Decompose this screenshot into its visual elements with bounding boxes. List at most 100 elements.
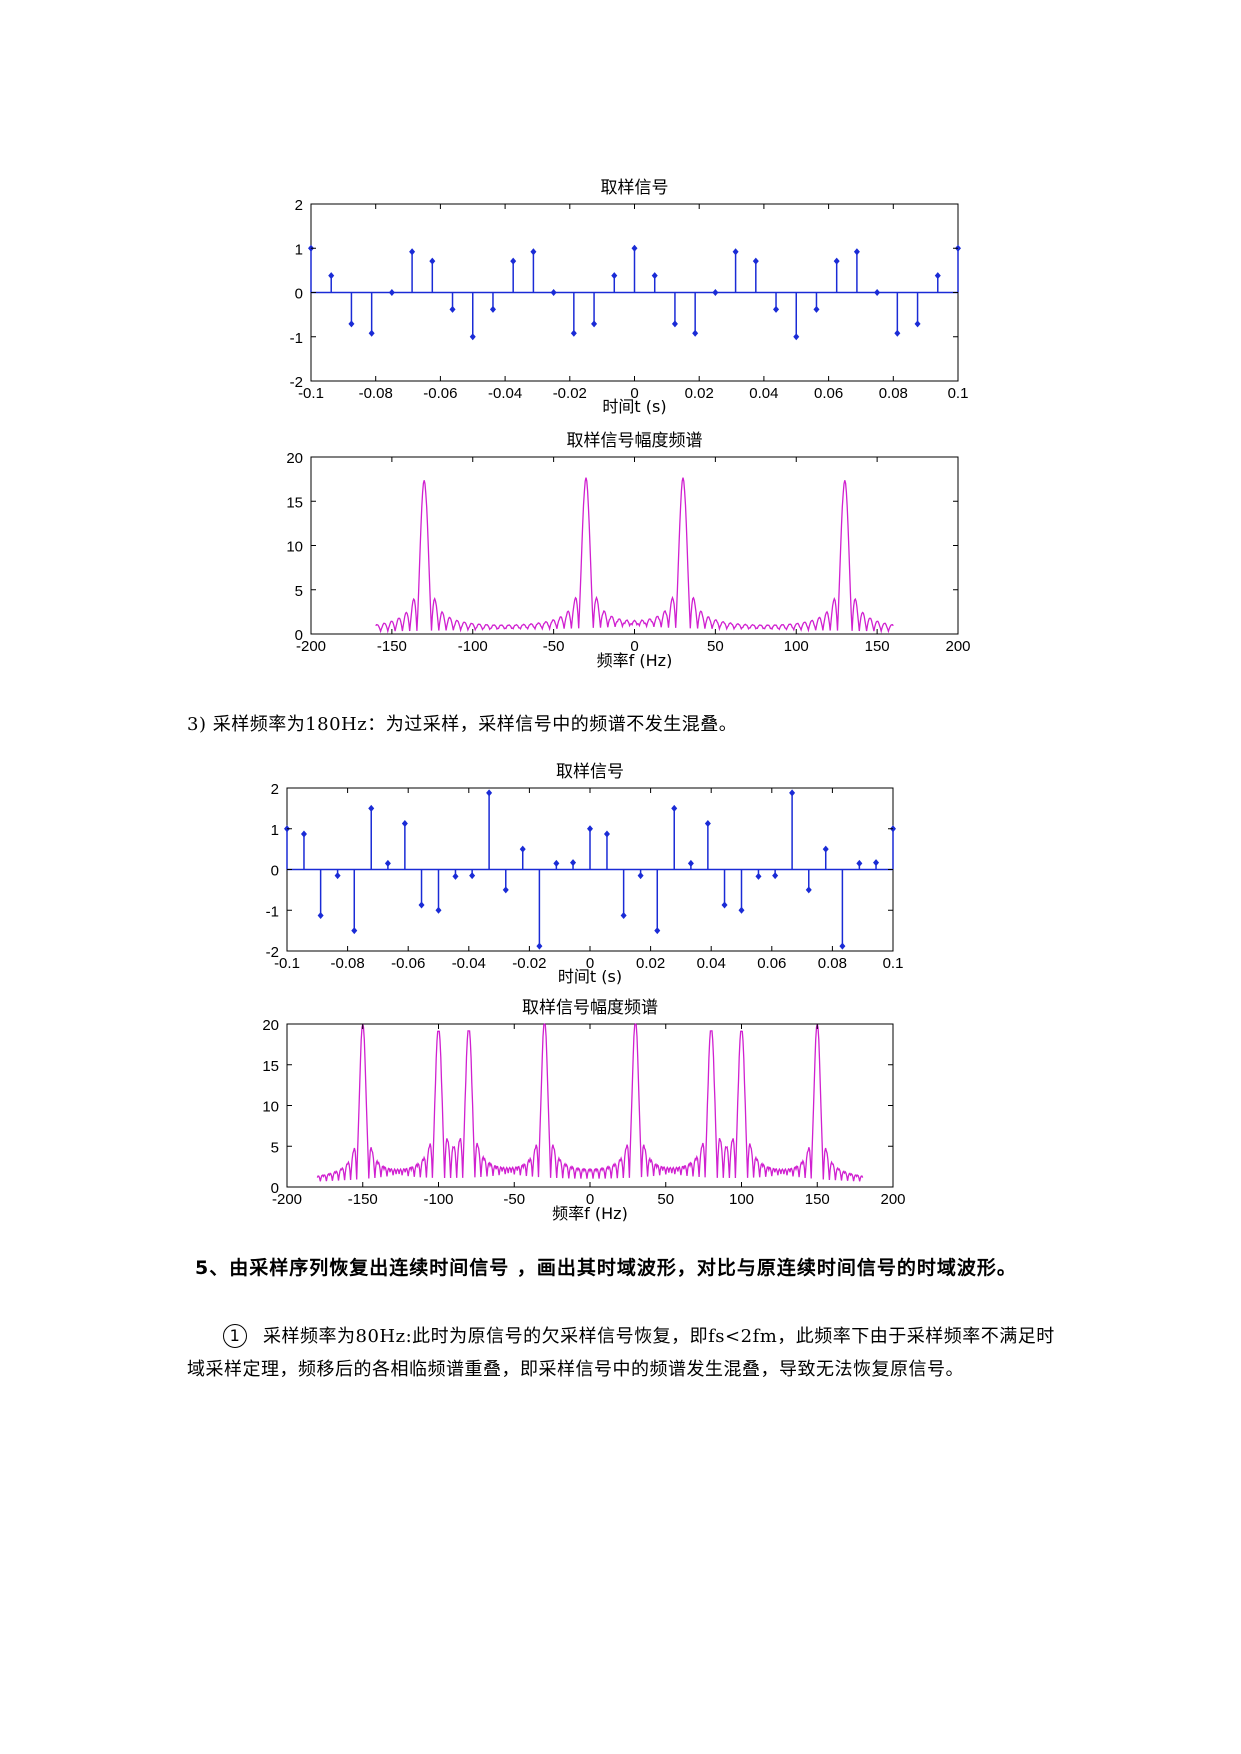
x-tick-label: -0.1: [298, 385, 324, 402]
x-tick-label: -0.08: [330, 955, 364, 972]
stem-marker: [773, 305, 780, 313]
stem-marker: [449, 305, 456, 313]
stem-marker: [687, 859, 694, 867]
y-tick-label: 1: [271, 822, 279, 839]
spectrum-plot-axes: [310, 456, 959, 635]
stem-marker: [752, 257, 759, 265]
x-tick-label: -0.1: [274, 955, 300, 972]
x-tick-label: 0.1: [883, 955, 904, 972]
stem-marker: [856, 859, 863, 867]
x-tick-label: 0.1: [948, 385, 969, 402]
stem-marker: [732, 248, 739, 256]
item-1-text: 采样频率为80Hz:此时为原信号的欠采样信号恢复，即fs<2fm，此频率下由于采…: [187, 1326, 1055, 1380]
x-tick-label: 0.06: [814, 385, 843, 402]
y-tick-label: 20: [262, 1017, 279, 1034]
stem-marker: [409, 248, 416, 256]
caption-sampling-180hz: 3) 采样频率为180Hz：为过采样，采样信号中的频谱不发生混叠。: [187, 714, 738, 735]
stem-marker: [418, 901, 425, 909]
stem-marker: [654, 927, 661, 935]
stem-marker: [822, 845, 829, 853]
stem-marker: [704, 819, 711, 827]
x-tick-label: 0.02: [636, 955, 665, 972]
spectrum-line: [316, 1022, 864, 1182]
x-tick-label: 200: [880, 1191, 905, 1208]
x-tick-label: 0: [586, 1191, 594, 1208]
stem-marker: [550, 289, 557, 296]
figure-1: -0.1 -0.08 -0.06 -0.04 -0.02 0 0.02 0.04 0.06 0.0…: [286, 178, 970, 670]
x-tick-label: -150: [348, 1191, 378, 1208]
stem-marker: [368, 804, 375, 812]
stem-marker: [755, 872, 762, 880]
x-tick-label: -0.06: [423, 385, 457, 402]
x-tick-label: 0.08: [879, 385, 908, 402]
section-5-heading: 5、由采样序列恢复出连续时间信号 ，画出其时域波形，对比与原连续时间信号的时域波…: [195, 1257, 1017, 1279]
x-tick-label: -0.02: [512, 955, 546, 972]
x-tick-label: 0.02: [685, 385, 714, 402]
x-axis-label: 频率f (Hz): [552, 1204, 628, 1223]
stem-marker: [401, 819, 408, 827]
stem-marker: [671, 804, 678, 812]
stem-marker: [620, 912, 627, 920]
stem-marker: [328, 272, 335, 280]
y-tick-label: -1: [290, 330, 303, 347]
stem-marker: [334, 872, 341, 880]
stem-marker: [611, 272, 618, 280]
stem-marker: [805, 886, 812, 894]
y-tick-label: -2: [266, 944, 279, 961]
x-tick-label: 0.06: [757, 955, 786, 972]
stem-marker: [388, 289, 395, 296]
stem-marker: [914, 320, 921, 328]
x-axis-label: 频率f (Hz): [597, 651, 673, 670]
stem-marker: [793, 333, 800, 341]
x-tick-label: -0.04: [452, 955, 486, 972]
stem-marker: [587, 825, 593, 833]
y-tick-label: 5: [271, 1139, 279, 1156]
stem-marker: [469, 872, 476, 880]
stem-marker: [839, 942, 846, 950]
stem-marker: [603, 830, 610, 838]
figure-2: -0.1 -0.08 -0.06 -0.04 -0.02 0 0.02 0.04 0.06 0.0…: [262, 762, 905, 1223]
stem-marker: [813, 305, 820, 313]
stem-marker: [510, 257, 517, 265]
stem-marker: [894, 329, 901, 337]
x-tick-label: 100: [784, 638, 809, 655]
x-tick-label: -0.08: [359, 385, 393, 402]
x-tick-label: 50: [707, 638, 724, 655]
x-tick-label: -100: [458, 638, 488, 655]
y-tick-label: 2: [295, 197, 303, 214]
y-tick-label: 0: [295, 286, 303, 303]
stem-marker: [530, 248, 537, 256]
x-tick-label: 150: [865, 638, 890, 655]
x-tick-label: 200: [945, 638, 970, 655]
chart-title: 取样信号: [556, 762, 624, 782]
stem-marker: [469, 333, 476, 341]
stem-marker: [712, 289, 719, 296]
y-tick-label: 0: [271, 863, 279, 880]
chart-title: 取样信号幅度频谱: [567, 431, 703, 451]
stem-marker: [738, 906, 745, 914]
stem-marker: [789, 789, 796, 797]
stem-marker: [429, 257, 436, 265]
x-tick-label: -200: [296, 638, 326, 655]
x-tick-label: 150: [805, 1191, 830, 1208]
stem-marker: [833, 257, 840, 265]
x-tick-label: 0: [630, 638, 638, 655]
chart-title: 取样信号幅度频谱: [522, 998, 658, 1018]
y-tick-label: 5: [295, 583, 303, 600]
y-tick-label: 15: [262, 1058, 279, 1075]
x-axis-label: 时间t (s): [602, 397, 666, 416]
stem-marker: [570, 859, 577, 867]
stem-marker: [348, 320, 355, 328]
spectrum-line: [375, 477, 894, 634]
stem-marker: [536, 942, 543, 950]
x-tick-label: -50: [543, 638, 565, 655]
stem-marker: [874, 289, 881, 296]
section-5-item-1: 1 采样频率为80Hz:此时为原信号的欠采样信号恢复，即fs<2fm，此频率下由于…: [187, 1320, 1057, 1386]
stem-marker: [873, 859, 880, 867]
x-tick-label: 0: [586, 955, 594, 972]
stem-marker: [692, 329, 699, 337]
y-tick-label: 20: [286, 450, 303, 467]
stem-marker: [368, 329, 375, 337]
x-tick-label: -150: [377, 638, 407, 655]
stem-marker: [435, 906, 442, 914]
